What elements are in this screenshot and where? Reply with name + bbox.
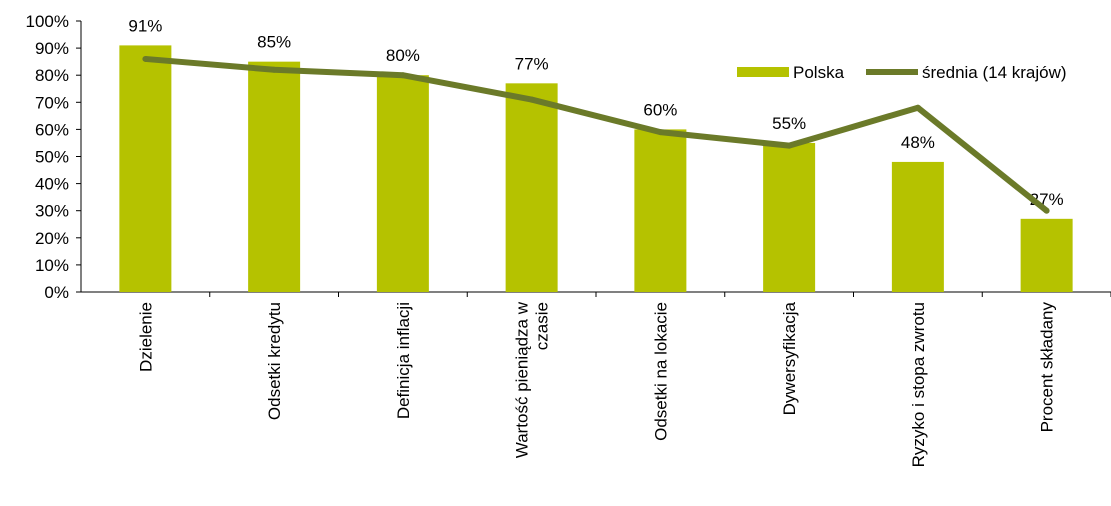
legend-swatch-polska: [737, 67, 789, 77]
bar-data-label: 91%: [128, 16, 162, 35]
bar-data-label: 60%: [643, 100, 677, 119]
bar: [119, 45, 172, 292]
category-label-line: Definicja inflacji: [394, 302, 413, 419]
legend-label-polska: Polska: [793, 63, 845, 82]
bar-data-label: 55%: [772, 114, 806, 133]
category-label: Dywersyfikacja: [780, 301, 799, 415]
category-label-line: Ryzyko i stopa zwrotu: [909, 302, 928, 467]
line-point: [914, 104, 921, 111]
line-point: [1043, 207, 1050, 214]
category-label: Dzielenie: [136, 302, 155, 372]
bar-data-label: 77%: [515, 54, 549, 73]
line-path: [145, 55, 1049, 214]
category-labels: Dzielenie Odsetki kredytu Definicja inflac…: [136, 301, 1056, 467]
bar-data-labels: 91%85%80% 77%60%55%48%27%: [128, 16, 1063, 208]
category-label-line: Wartość pieniądza w: [513, 301, 532, 458]
bars-series-polska: [119, 45, 1073, 293]
line-point: [399, 72, 406, 79]
category-label: Definicja inflacji: [394, 302, 413, 419]
bar: [763, 142, 816, 292]
line-series-srednia: [142, 55, 1050, 214]
bar: [376, 75, 429, 292]
y-tick-label: 40%: [35, 175, 69, 194]
legend-label-srednia: średnia (14 krajów): [922, 63, 1067, 82]
line-point: [142, 55, 149, 62]
line-point: [271, 66, 278, 73]
category-label: Ryzyko i stopa zwrotu: [909, 302, 928, 467]
category-label-line: czasie: [533, 302, 552, 350]
bar: [891, 161, 944, 292]
category-label: Procent składany: [1038, 302, 1057, 433]
bar-data-label: 85%: [257, 33, 291, 52]
y-tick-label: 0%: [44, 283, 69, 302]
line-point: [528, 96, 535, 103]
legend: Polska średnia (14 krajów): [737, 63, 1067, 82]
y-tick-label: 80%: [35, 66, 69, 85]
category-label-line: Dywersyfikacja: [780, 301, 799, 415]
y-tick-label: 90%: [35, 39, 69, 58]
y-tick-label: 20%: [35, 229, 69, 248]
category-label-line: Procent składany: [1038, 302, 1057, 433]
line-point: [786, 142, 793, 149]
y-tick-label: 70%: [35, 93, 69, 112]
category-label: Odsetki na lokacie: [651, 302, 670, 441]
bar: [634, 129, 687, 292]
y-tick-label: 60%: [35, 120, 69, 139]
bar-data-label: 48%: [901, 133, 935, 152]
y-tick-label: 30%: [35, 202, 69, 221]
x-axis: [81, 291, 1111, 297]
y-tick-label: 10%: [35, 256, 69, 275]
category-label-line: Odsetki kredytu: [265, 302, 284, 420]
y-tick-label: 50%: [35, 148, 69, 167]
category-label: Odsetki kredytu: [265, 302, 284, 420]
category-label: Wartość pieniądza wczasie: [513, 301, 552, 458]
line-point: [657, 129, 664, 136]
bar-data-label: 80%: [386, 46, 420, 65]
category-label-line: Dzielenie: [136, 302, 155, 372]
category-label-line: Odsetki na lokacie: [651, 302, 670, 441]
bar: [1020, 218, 1073, 292]
bar: [505, 83, 558, 292]
y-tick-label: 100%: [26, 12, 69, 31]
bar: [248, 61, 301, 293]
y-axis: 0% 10% 20% 30% 40% 50% 60% 70% 80% 90% 100%: [26, 12, 82, 302]
